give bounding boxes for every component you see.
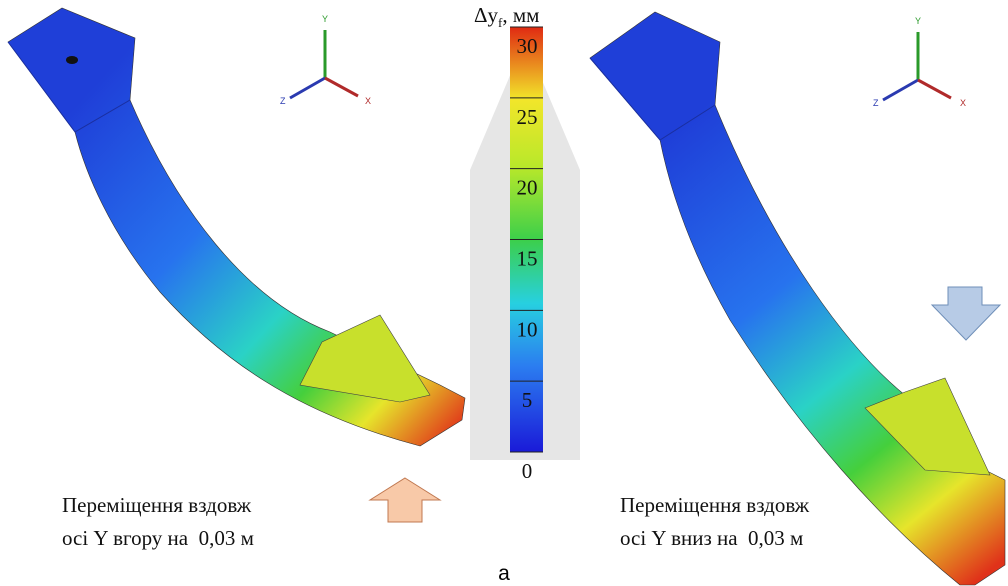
title-subscript: f (498, 15, 503, 30)
caption-line: Переміщення вздовж (620, 493, 810, 517)
axis-label: Y (915, 16, 921, 26)
wedge (864, 377, 991, 476)
axis-label: X (960, 98, 966, 108)
axis-label: X (365, 96, 371, 106)
beam-edge (589, 57, 716, 141)
tick-label: 20 (517, 176, 538, 200)
axis-triad: Y Z X (873, 16, 966, 108)
tick-label: 25 (517, 105, 538, 129)
axis-triad: Y Z X (280, 14, 371, 106)
tick-label: 30 (517, 34, 538, 58)
arrow-down (930, 286, 1002, 341)
tick-label: 5 (522, 388, 533, 412)
caption-line: Переміщення вздовж (62, 493, 252, 517)
figure-label: а (498, 562, 510, 585)
caption-line: осі Y вгору на 0,03 м (62, 526, 254, 550)
beam-edge (7, 41, 131, 133)
tick-label: 15 (517, 247, 538, 271)
axis-label: Z (873, 98, 879, 108)
hole (66, 56, 78, 64)
title-unit: , мм (502, 3, 539, 27)
beam-left (7, 7, 466, 447)
axis-label: Y (322, 14, 328, 24)
tick-label: 0 (522, 459, 533, 483)
colorbar-title: Δyf, мм (474, 3, 539, 30)
caption-line: осі Y вниз на 0,03 м (620, 526, 803, 550)
arrow-up (368, 477, 442, 523)
tick-label: 10 (517, 317, 538, 341)
axis-label: Z (280, 96, 286, 106)
wedge (299, 314, 431, 403)
title-main: Δy (474, 3, 499, 27)
